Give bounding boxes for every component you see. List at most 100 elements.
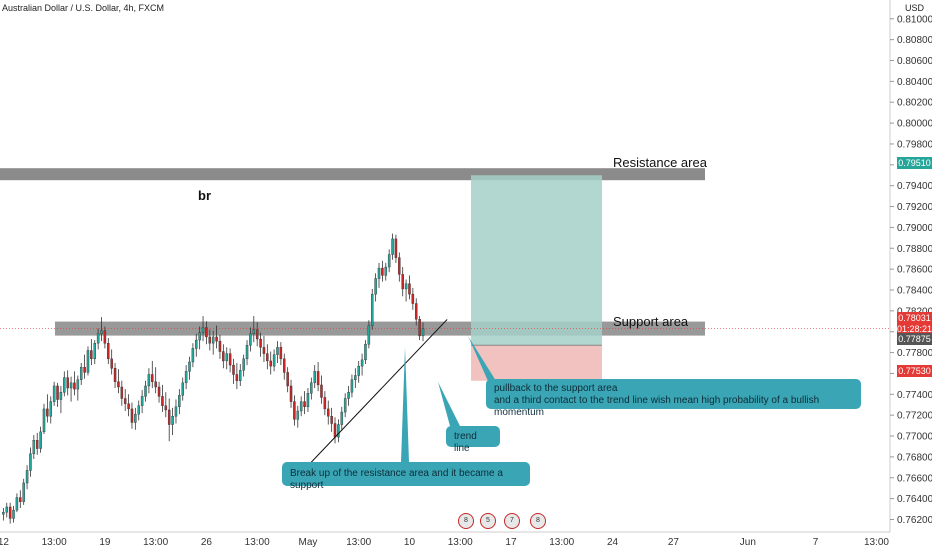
price-tick-label: 0.80000: [897, 119, 932, 130]
candle-body: [188, 361, 191, 372]
candle-body: [215, 336, 218, 342]
candle-body: [5, 506, 9, 513]
candle-body: [157, 386, 161, 397]
candle-body: [272, 354, 276, 367]
candle-body: [242, 358, 245, 371]
candle-body: [171, 416, 174, 425]
zones-layer: [0, 168, 890, 381]
candle-body: [262, 347, 266, 354]
candle-body: [201, 327, 205, 333]
candle-body: [289, 385, 293, 402]
candle-body: [76, 379, 80, 390]
price-axis: 0.81000 0.80800 0.80600 0.80400 0.80200 0.800…: [889, 0, 932, 532]
candle-body: [147, 374, 151, 387]
candle-body: [408, 283, 411, 295]
time-tick-label: 24: [607, 537, 619, 548]
event-marker-flag-icon[interactable]: 8: [458, 513, 474, 529]
resistance-label: Resistance area: [613, 155, 707, 170]
candle-body: [134, 413, 137, 423]
candle-body: [69, 382, 73, 389]
candle-body: [113, 368, 117, 382]
time-tick-label: 13:00: [549, 537, 574, 548]
candle-body: [63, 377, 66, 393]
time-tick-label: 10: [404, 537, 416, 548]
price-tick-label: 0.79000: [897, 223, 932, 234]
candle-body: [12, 509, 15, 519]
countdown-tag: 01:28:21: [897, 323, 932, 335]
candle-body: [310, 382, 313, 394]
candle-body: [404, 283, 408, 290]
pullback-note[interactable]: pullback to the support area and a third…: [486, 379, 861, 418]
candle-body: [381, 267, 384, 276]
trend-line: [310, 319, 448, 463]
annotation-letters: br: [198, 188, 211, 203]
time-tick-label: Jun: [740, 537, 756, 548]
candle-body: [276, 347, 279, 355]
candle-body: [167, 409, 171, 425]
price-tick-label: 0.78400: [897, 285, 932, 296]
breakout-note[interactable]: Break up of the resistance area and it b…: [282, 462, 530, 491]
candle-body: [228, 353, 232, 366]
candle-body: [2, 511, 5, 515]
candle-body: [49, 401, 53, 417]
candle-body: [255, 329, 259, 340]
candle-body: [96, 333, 100, 344]
pullback-pointer: [468, 336, 496, 381]
price-tick-label: 0.79200: [897, 202, 932, 213]
event-marker-flag-icon[interactable]: 5: [480, 513, 496, 529]
candle-body: [337, 424, 340, 438]
candle-body: [130, 408, 134, 423]
candle-body: [79, 366, 83, 380]
candle-body: [370, 293, 374, 326]
time-tick-label: 27: [668, 537, 680, 548]
entry-price-tag: 0.77875: [897, 333, 932, 345]
candle-body: [245, 345, 249, 360]
candle-body: [56, 385, 59, 400]
candle-body: [252, 329, 256, 335]
candle-body: [110, 358, 113, 369]
candle-body: [174, 406, 178, 417]
candle-body: [293, 401, 296, 420]
candle-body: [333, 423, 337, 438]
candle-body: [29, 453, 32, 471]
candle-body: [269, 360, 272, 367]
candle-body: [320, 384, 323, 398]
stop-price-tag: 0.77530: [897, 365, 932, 377]
event-markers[interactable]: 8 5 7 8: [458, 513, 548, 529]
candle-body: [161, 396, 164, 406]
candle-body: [39, 431, 42, 449]
candle-body: [266, 353, 269, 362]
candle-body: [357, 365, 360, 376]
candle-body: [66, 377, 69, 389]
candle-body: [205, 327, 208, 338]
price-tick-label: 0.78200: [897, 306, 932, 317]
time-tick-label: 13:00: [448, 537, 473, 548]
candle-body: [387, 254, 391, 268]
trendline-note[interactable]: trend line: [446, 426, 500, 454]
candle-body: [343, 398, 347, 413]
price-tick-label: 0.80800: [897, 35, 932, 46]
candle-body: [191, 348, 195, 363]
event-marker-flag-icon[interactable]: 8: [530, 513, 546, 529]
candle-body: [411, 293, 415, 304]
candle-body: [120, 386, 124, 399]
candle-body: [15, 497, 19, 511]
price-tick-label: 0.77000: [897, 432, 932, 443]
candle-body: [127, 403, 130, 410]
candle-body: [225, 353, 228, 362]
candle-body: [8, 506, 12, 519]
candle-body: [208, 336, 212, 344]
time-tick-label: 7: [813, 537, 819, 548]
overlay-layer: [310, 319, 496, 463]
resistance-price-tag: 0.79510: [897, 157, 932, 169]
price-tick-label: 0.80400: [897, 77, 932, 88]
candle-body: [93, 342, 97, 360]
time-tick-label: 19: [99, 537, 111, 548]
candle-body: [32, 440, 36, 454]
event-marker-flag-icon[interactable]: 7: [504, 513, 520, 529]
pullback-note-line2: and a third contact to the trend line wi…: [494, 395, 820, 418]
candle-body: [222, 351, 225, 362]
candle-body: [144, 385, 147, 397]
